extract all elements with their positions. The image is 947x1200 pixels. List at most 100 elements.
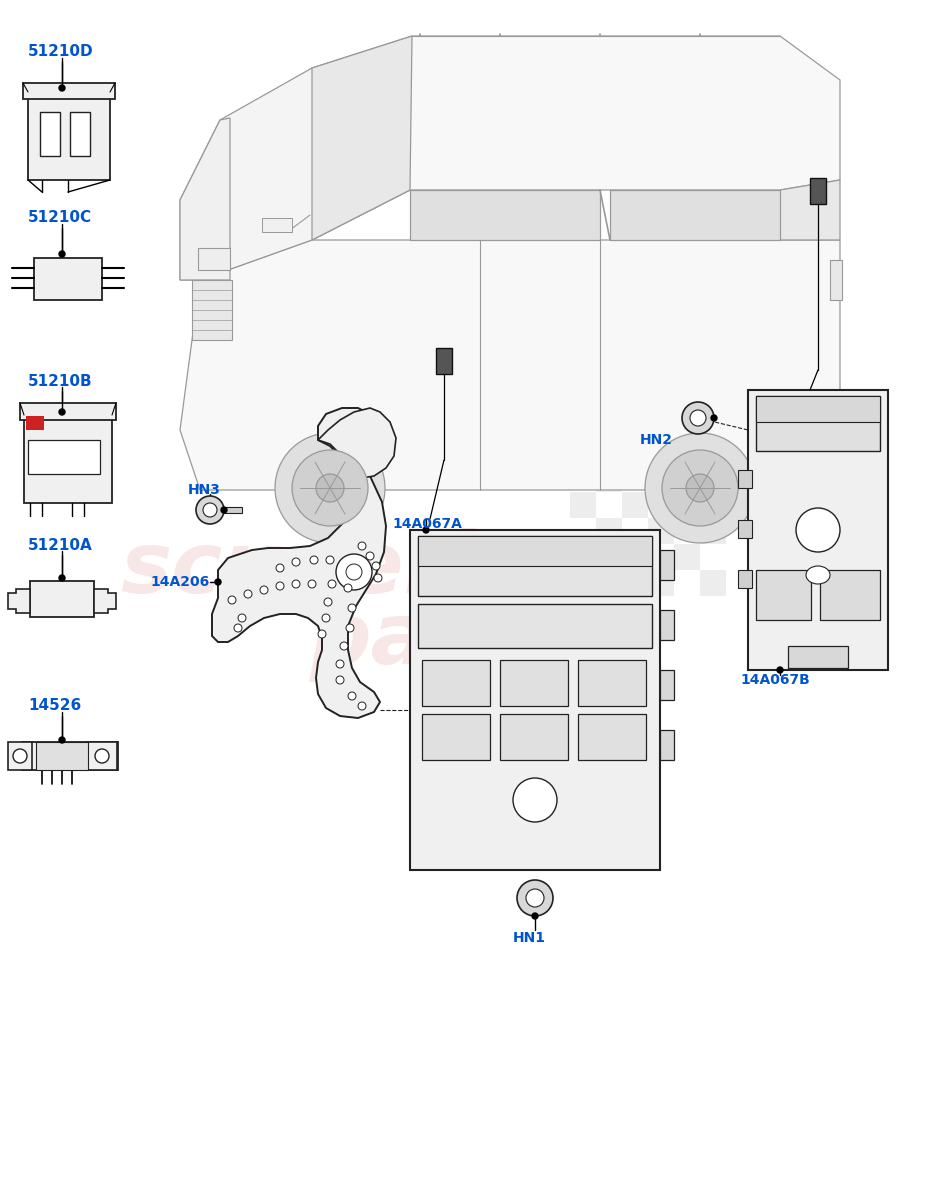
Text: HN2: HN2 <box>640 433 673 446</box>
Bar <box>40 112 60 156</box>
Polygon shape <box>94 589 116 613</box>
Bar <box>756 396 880 422</box>
Text: 51210B: 51210B <box>28 373 93 389</box>
Circle shape <box>366 552 374 560</box>
Circle shape <box>777 667 783 673</box>
Circle shape <box>13 749 27 763</box>
Polygon shape <box>318 408 396 478</box>
Circle shape <box>238 614 246 622</box>
Circle shape <box>318 630 326 638</box>
Polygon shape <box>212 408 386 718</box>
Circle shape <box>203 503 217 517</box>
Bar <box>648 570 674 596</box>
Bar <box>660 550 674 580</box>
Bar <box>622 544 648 570</box>
Bar <box>192 280 232 340</box>
Bar <box>570 492 596 518</box>
Circle shape <box>532 913 538 919</box>
Bar <box>30 581 94 617</box>
Ellipse shape <box>806 566 830 584</box>
Bar <box>70 112 90 156</box>
Polygon shape <box>610 190 780 240</box>
Bar <box>20 403 116 420</box>
Circle shape <box>358 702 366 710</box>
Polygon shape <box>180 68 410 280</box>
Circle shape <box>310 556 318 564</box>
Circle shape <box>292 558 300 566</box>
Text: 14A067A: 14A067A <box>392 517 462 530</box>
Text: HN3: HN3 <box>188 482 221 497</box>
Circle shape <box>276 582 284 590</box>
Circle shape <box>340 642 348 650</box>
Bar <box>596 518 622 544</box>
Circle shape <box>336 660 344 668</box>
Circle shape <box>59 575 65 581</box>
Bar <box>262 218 292 232</box>
Circle shape <box>292 450 368 526</box>
Bar <box>820 570 880 620</box>
Bar <box>622 492 648 518</box>
Polygon shape <box>180 118 230 280</box>
Bar <box>756 396 880 451</box>
Circle shape <box>322 614 330 622</box>
Circle shape <box>221 506 227 514</box>
Bar <box>596 466 622 492</box>
Bar <box>700 518 726 544</box>
Circle shape <box>344 584 352 592</box>
Bar <box>660 730 674 760</box>
Circle shape <box>59 85 65 91</box>
Bar <box>578 660 646 706</box>
Circle shape <box>326 556 334 564</box>
Bar <box>660 670 674 700</box>
Circle shape <box>228 596 236 604</box>
Circle shape <box>308 580 316 588</box>
Text: 14A067B: 14A067B <box>740 673 810 686</box>
Circle shape <box>336 554 372 590</box>
Circle shape <box>59 251 65 257</box>
Bar <box>578 714 646 760</box>
Polygon shape <box>410 190 600 240</box>
Text: 51210A: 51210A <box>28 538 93 552</box>
Bar <box>570 544 596 570</box>
Bar <box>8 742 32 770</box>
Bar <box>436 348 452 374</box>
Bar <box>418 604 652 648</box>
Circle shape <box>682 402 714 434</box>
Text: parts: parts <box>310 599 564 682</box>
Circle shape <box>517 880 553 916</box>
Polygon shape <box>8 589 30 613</box>
Circle shape <box>215 578 221 584</box>
Bar <box>596 570 622 596</box>
Circle shape <box>336 676 344 684</box>
Bar <box>674 544 700 570</box>
Circle shape <box>276 564 284 572</box>
Circle shape <box>59 737 65 743</box>
Bar <box>674 492 700 518</box>
Circle shape <box>423 527 429 533</box>
Circle shape <box>324 598 332 606</box>
Bar <box>36 742 88 770</box>
Circle shape <box>662 450 738 526</box>
Circle shape <box>526 889 544 907</box>
Bar <box>570 440 596 466</box>
Bar <box>748 390 888 670</box>
Bar <box>422 660 490 706</box>
Bar <box>830 260 842 300</box>
Bar <box>700 466 726 492</box>
Circle shape <box>260 586 268 594</box>
Circle shape <box>234 624 242 632</box>
Circle shape <box>374 574 382 582</box>
Bar <box>660 610 674 640</box>
Bar <box>648 518 674 544</box>
Bar <box>23 83 115 98</box>
Circle shape <box>196 496 224 524</box>
Bar <box>224 506 242 514</box>
Circle shape <box>348 692 356 700</box>
Circle shape <box>686 474 714 502</box>
Bar <box>700 570 726 596</box>
Circle shape <box>328 580 336 588</box>
Bar <box>418 536 652 596</box>
Bar <box>28 92 110 180</box>
Text: 14526: 14526 <box>28 698 81 714</box>
Circle shape <box>348 604 356 612</box>
